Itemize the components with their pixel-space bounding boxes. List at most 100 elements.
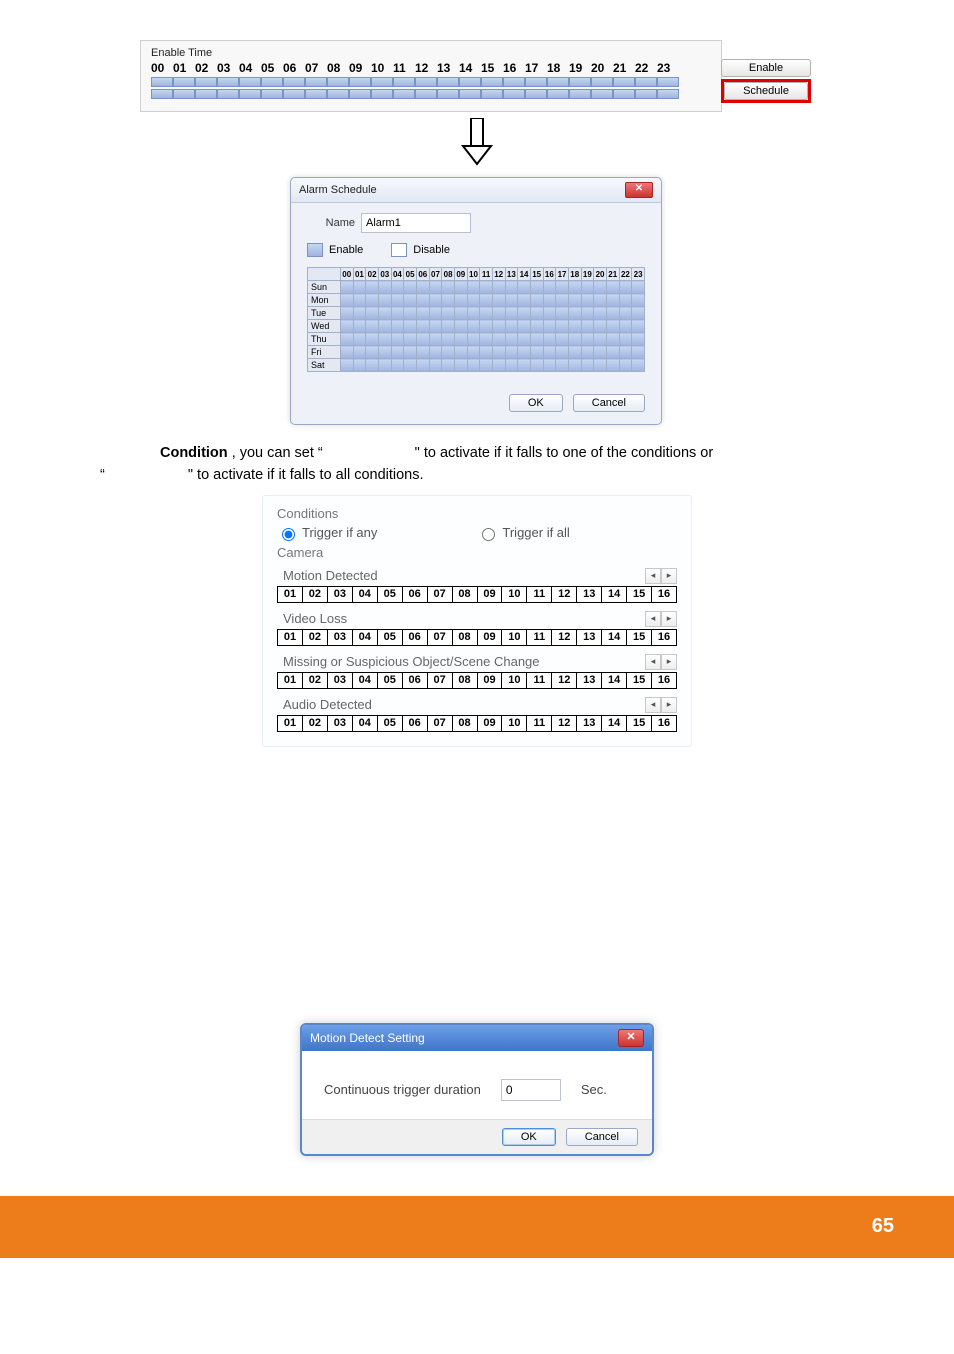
week-cell[interactable] [492, 294, 505, 307]
week-cell[interactable] [366, 346, 379, 359]
channel-cell[interactable]: 15 [626, 629, 651, 646]
week-cell[interactable] [404, 294, 417, 307]
channel-cell[interactable]: 11 [526, 715, 551, 732]
week-cell[interactable] [530, 294, 543, 307]
schedule-cell[interactable] [547, 77, 569, 87]
week-cell[interactable] [454, 333, 467, 346]
channel-cell[interactable]: 08 [452, 715, 477, 732]
next-arrow-icon[interactable]: ▸ [661, 697, 677, 713]
week-cell[interactable] [606, 359, 619, 372]
schedule-cell[interactable] [481, 89, 503, 99]
week-cell[interactable] [467, 359, 480, 372]
week-cell[interactable] [632, 346, 645, 359]
schedule-cell[interactable] [349, 77, 371, 87]
week-cell[interactable] [556, 346, 569, 359]
week-cell[interactable] [404, 307, 417, 320]
week-cell[interactable] [606, 333, 619, 346]
week-cell[interactable] [442, 346, 455, 359]
week-cell[interactable] [378, 346, 391, 359]
schedule-cell[interactable] [261, 89, 283, 99]
week-cell[interactable] [404, 346, 417, 359]
channel-cell[interactable]: 01 [277, 715, 302, 732]
week-cell[interactable] [606, 307, 619, 320]
prev-arrow-icon[interactable]: ◂ [645, 697, 661, 713]
channel-cell[interactable]: 07 [427, 672, 452, 689]
schedule-cell[interactable] [393, 77, 415, 87]
week-cell[interactable] [632, 359, 645, 372]
schedule-cell[interactable] [525, 77, 547, 87]
week-cell[interactable] [404, 320, 417, 333]
week-cell[interactable] [518, 333, 531, 346]
channel-cell[interactable]: 15 [626, 715, 651, 732]
week-cell[interactable] [442, 281, 455, 294]
ctd-input[interactable] [501, 1079, 561, 1101]
week-cell[interactable] [619, 346, 632, 359]
channel-cell[interactable]: 15 [626, 586, 651, 603]
week-cell[interactable] [353, 281, 366, 294]
channel-cell[interactable]: 02 [302, 586, 327, 603]
channel-cell[interactable]: 15 [626, 672, 651, 689]
week-cell[interactable] [340, 281, 353, 294]
week-cell[interactable] [391, 320, 404, 333]
week-cell[interactable] [530, 307, 543, 320]
week-cell[interactable] [416, 320, 429, 333]
week-cell[interactable] [505, 320, 518, 333]
channel-cell[interactable]: 11 [526, 672, 551, 689]
week-cell[interactable] [480, 281, 493, 294]
week-cell[interactable] [454, 307, 467, 320]
schedule-cell[interactable] [415, 77, 437, 87]
channel-cell[interactable]: 12 [551, 629, 576, 646]
week-cell[interactable] [416, 333, 429, 346]
week-cell[interactable] [353, 359, 366, 372]
week-cell[interactable] [505, 307, 518, 320]
channel-cell[interactable]: 10 [501, 672, 526, 689]
schedule-cell[interactable] [371, 89, 393, 99]
schedule-cell[interactable] [525, 89, 547, 99]
week-cell[interactable] [505, 281, 518, 294]
schedule-cell[interactable] [261, 77, 283, 87]
week-cell[interactable] [619, 320, 632, 333]
week-cell[interactable] [467, 294, 480, 307]
channel-cell[interactable]: 06 [402, 629, 427, 646]
week-cell[interactable] [442, 359, 455, 372]
channel-cell[interactable]: 08 [452, 586, 477, 603]
channel-cell[interactable]: 13 [576, 629, 601, 646]
schedule-cell[interactable] [503, 77, 525, 87]
schedule-cell[interactable] [481, 77, 503, 87]
enable-button[interactable]: Enable [721, 59, 811, 77]
week-cell[interactable] [480, 320, 493, 333]
schedule-cell[interactable] [437, 89, 459, 99]
channel-cell[interactable]: 09 [477, 629, 502, 646]
week-cell[interactable] [568, 346, 581, 359]
week-cell[interactable] [518, 320, 531, 333]
schedule-cell[interactable] [173, 77, 195, 87]
schedule-cell[interactable] [327, 89, 349, 99]
week-cell[interactable] [404, 333, 417, 346]
channel-cell[interactable]: 07 [427, 629, 452, 646]
channel-cell[interactable]: 14 [601, 672, 626, 689]
week-cell[interactable] [518, 307, 531, 320]
week-cell[interactable] [340, 307, 353, 320]
channel-cell[interactable]: 10 [501, 586, 526, 603]
schedule-cell[interactable] [195, 89, 217, 99]
schedule-cell[interactable] [217, 77, 239, 87]
channel-cell[interactable]: 04 [352, 629, 377, 646]
week-cell[interactable] [543, 333, 556, 346]
schedule-cell[interactable] [195, 77, 217, 87]
week-cell[interactable] [568, 320, 581, 333]
close-icon[interactable]: ✕ [618, 1029, 644, 1047]
schedule-button[interactable]: Schedule [724, 82, 808, 100]
week-cell[interactable] [340, 333, 353, 346]
week-cell[interactable] [366, 333, 379, 346]
channel-cell[interactable]: 14 [601, 586, 626, 603]
schedule-cell[interactable] [283, 77, 305, 87]
week-cell[interactable] [581, 294, 594, 307]
prev-arrow-icon[interactable]: ◂ [645, 568, 661, 584]
week-cell[interactable] [543, 307, 556, 320]
channel-cell[interactable]: 03 [327, 715, 352, 732]
week-cell[interactable] [632, 294, 645, 307]
week-cell[interactable] [391, 346, 404, 359]
schedule-cell[interactable] [657, 77, 679, 87]
channel-cell[interactable]: 09 [477, 715, 502, 732]
week-cell[interactable] [632, 320, 645, 333]
